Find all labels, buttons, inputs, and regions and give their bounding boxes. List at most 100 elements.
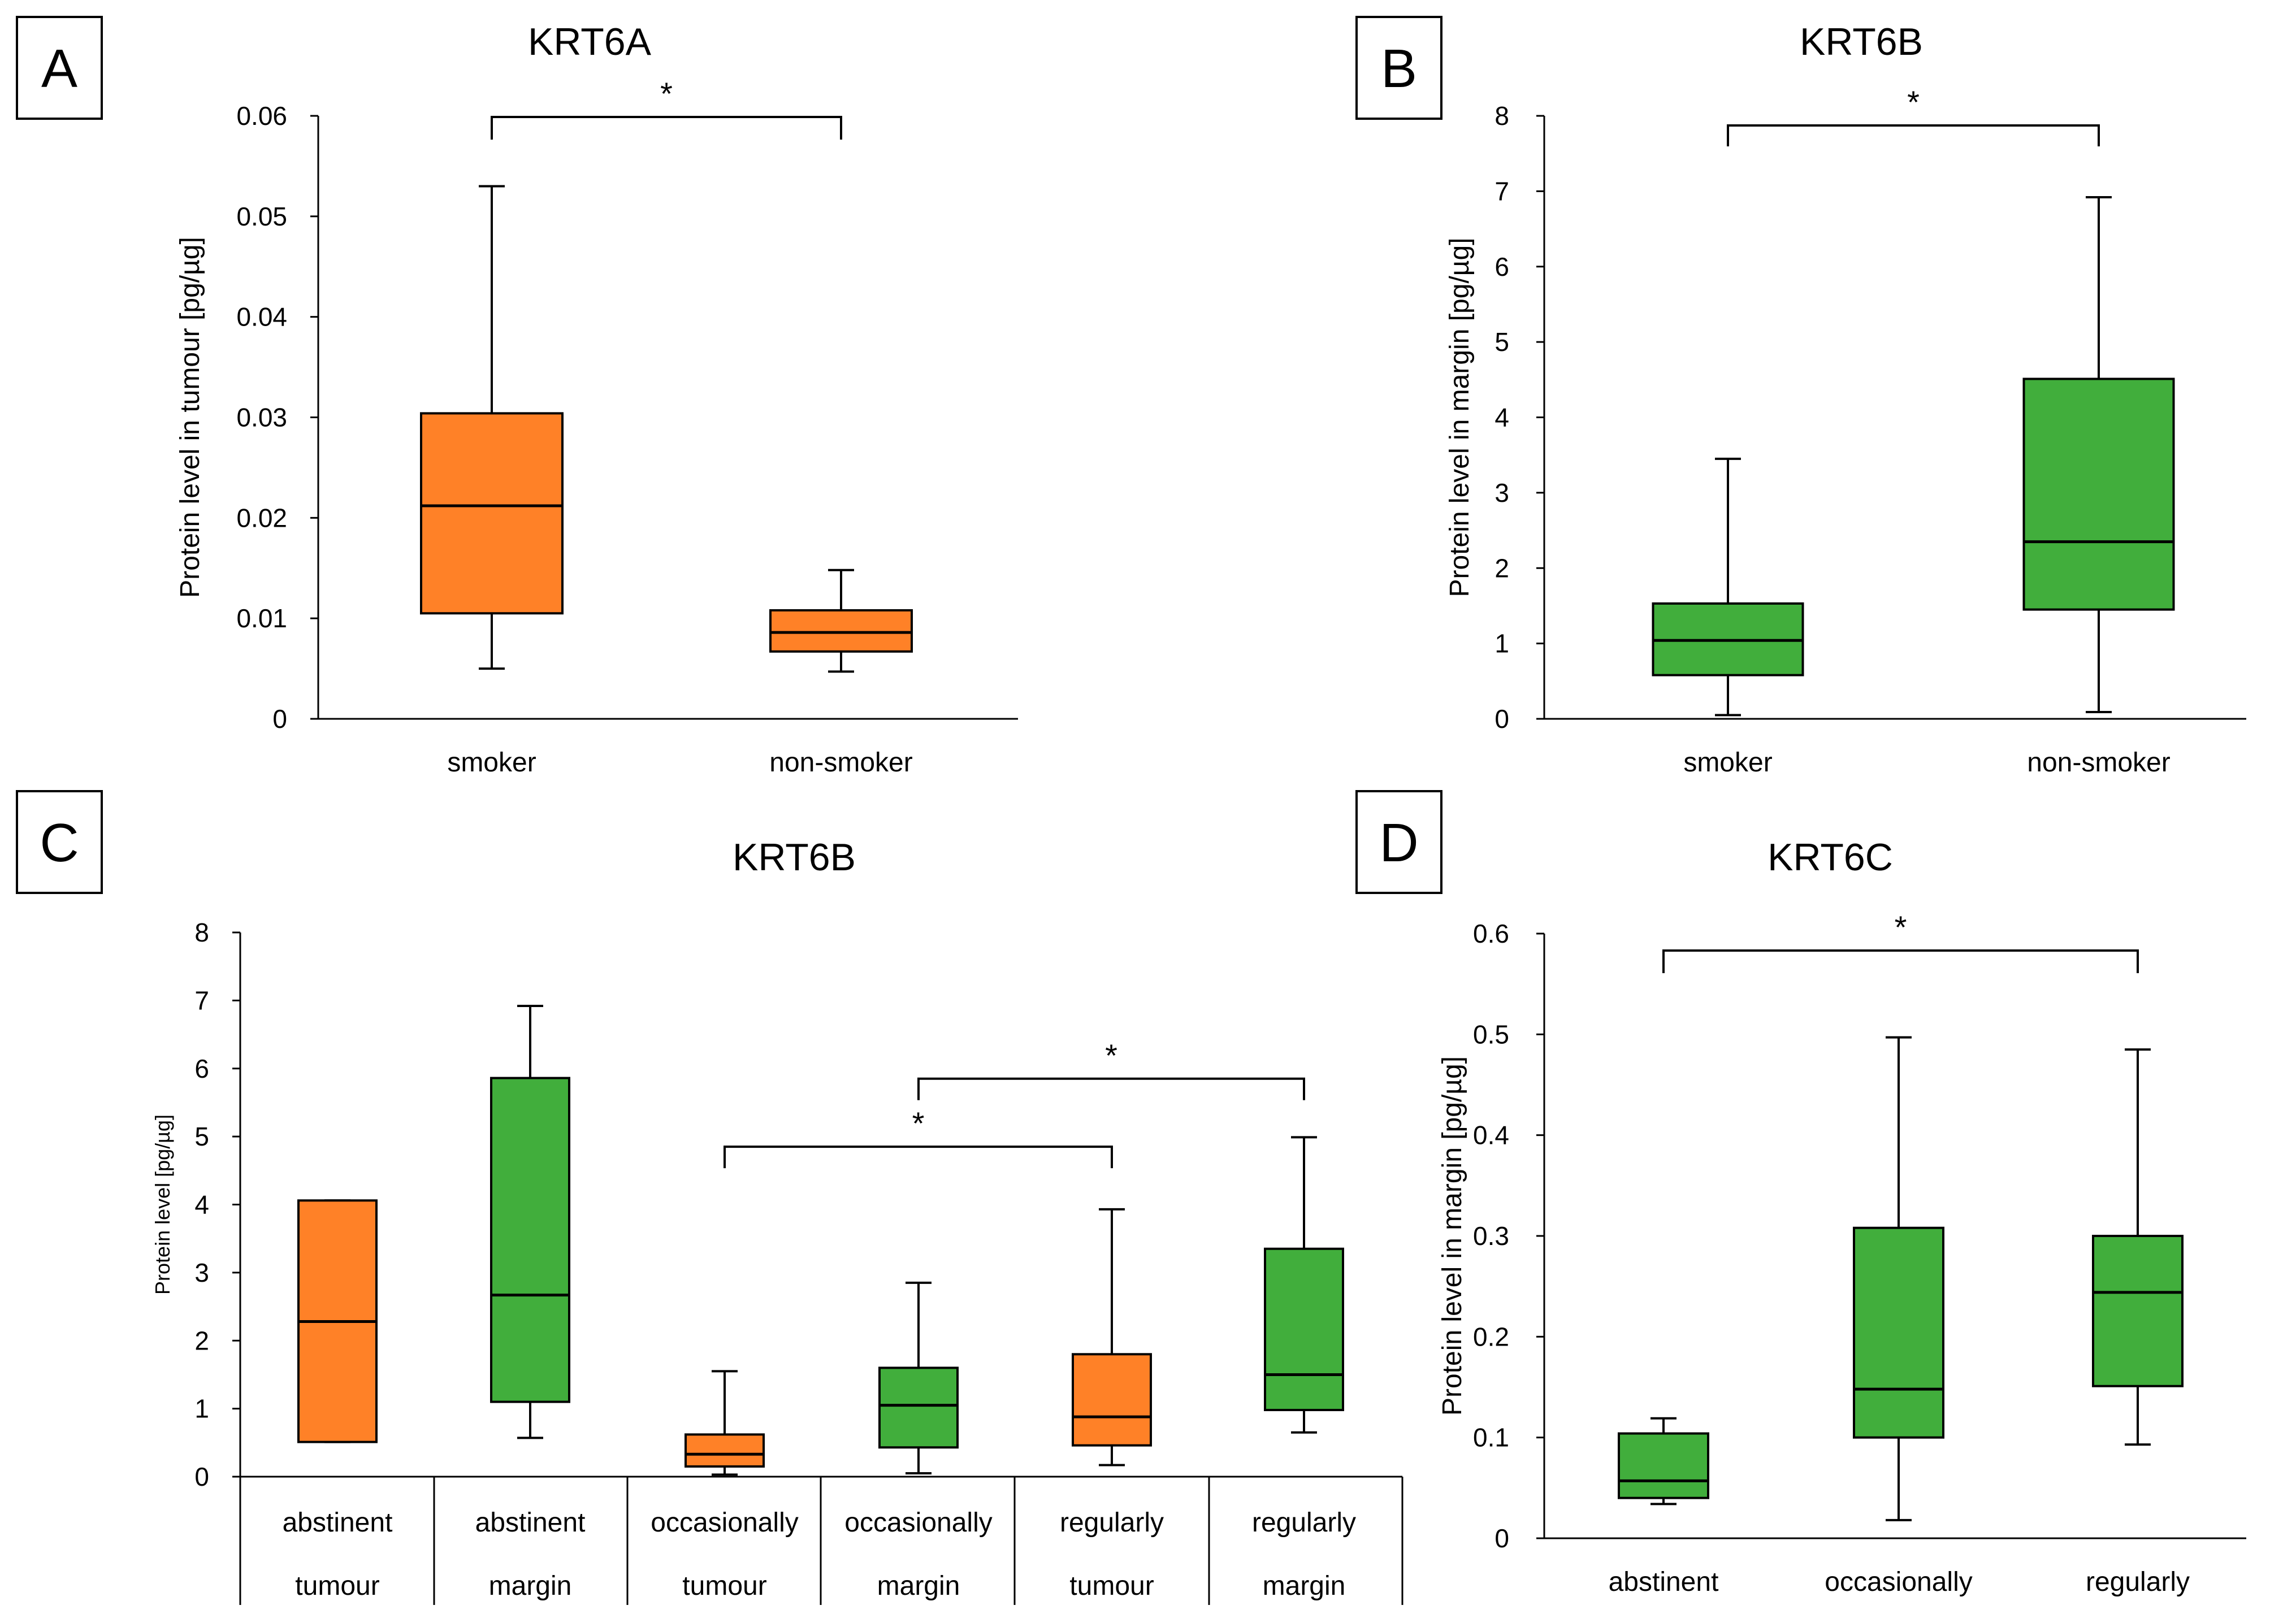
- panel-c-category-label: abstinent: [283, 1508, 393, 1538]
- panel-c-category-label: regularly: [1060, 1508, 1164, 1538]
- panel-d-y-tick-label: 0.2: [1473, 1322, 1509, 1351]
- panel-c-y-axis-label: Protein level [pg/µg]: [151, 1114, 174, 1295]
- panel-b: B KRT6B 0 1 2 3 4 5 6 7 8 Protein level in margin […: [1355, 16, 2246, 778]
- panel-d-letter: D: [1379, 813, 1418, 873]
- panel-d-y-tick-label: 0.1: [1473, 1423, 1509, 1452]
- panel-b-category-label: non-smoker: [2027, 748, 2170, 778]
- iqr-box: [878, 1366, 959, 1449]
- panel-c-category-label: abstinent: [475, 1508, 586, 1538]
- panel-d-letter-box: [1355, 790, 1442, 894]
- panel-b-y-tick-label: 2: [1494, 553, 1509, 583]
- panel-a-significance-star: *: [660, 76, 673, 111]
- panel-d-category-label: regularly: [2086, 1567, 2190, 1597]
- panel-b-significance-star: *: [1907, 84, 1920, 120]
- panel-c-significance-bracket: [917, 1077, 1305, 1100]
- panel-a-y-tick-label: 0: [272, 704, 287, 734]
- panel-c-box-regularly-tumour: [1072, 1208, 1152, 1467]
- panel-c-significance-star: *: [912, 1105, 925, 1141]
- panel-c-significance-bracket: [724, 1146, 1113, 1169]
- panel-a-category-label: smoker: [447, 748, 536, 778]
- panel-d-title: KRT6C: [1768, 836, 1893, 879]
- panel-b-title: KRT6B: [1800, 20, 1923, 63]
- panel-c-box-regularly-margin: [1264, 1136, 1344, 1434]
- panel-c-y-tick-label: 7: [194, 986, 209, 1015]
- panel-a-box-non-smoker: [769, 569, 913, 673]
- panel-a-y-axis-label: Protein level in tumour [pg/µg]: [175, 237, 205, 598]
- panel-d-y-tick-label: 0.3: [1473, 1221, 1509, 1251]
- panel-c-category-label-line2: margin: [1263, 1571, 1346, 1601]
- panel-a-category-label: non-smoker: [769, 748, 912, 778]
- panel-b-y-tick-label: 7: [1494, 176, 1509, 206]
- panel-c-y-tick-label: 8: [194, 918, 209, 947]
- panel-a-y-tick-label: 0.05: [236, 202, 287, 231]
- panel-c-title: KRT6B: [733, 836, 856, 879]
- iqr-box: [420, 412, 564, 615]
- panel-b-y-tick-label: 1: [1494, 629, 1509, 658]
- panel-b-y-tick-label: 4: [1494, 403, 1509, 432]
- iqr-box: [2022, 378, 2175, 611]
- iqr-box: [1853, 1226, 1944, 1439]
- panel-a-y-tick-label: 0.03: [236, 403, 287, 432]
- panel-c-category-label-line2: tumour: [1069, 1571, 1154, 1601]
- panel-d-category-label: abstinent: [1609, 1567, 1719, 1597]
- panel-a-y-tick-label: 0.02: [236, 503, 287, 532]
- panel-b-letter: B: [1381, 38, 1417, 99]
- panel-c-box-occasionally-tumour: [685, 1370, 765, 1476]
- panel-b-y-tick-label: 0: [1494, 704, 1509, 734]
- panel-d-category-label: occasionally: [1825, 1567, 1972, 1597]
- panel-b-letter-box: [1355, 16, 1442, 120]
- panel-b-y-tick-label: 5: [1494, 327, 1509, 357]
- panel-c-y-tick-label: 4: [194, 1190, 209, 1220]
- panel-a-title: KRT6A: [528, 20, 652, 63]
- iqr-box: [2092, 1235, 2184, 1387]
- iqr-box: [769, 609, 913, 653]
- panel-b-category-label: smoker: [1683, 748, 1772, 778]
- panel-c: C KRT6B 0 1 2 3 4 5 6 7 8 Protein level [pg/µg] abst…: [16, 790, 1403, 1605]
- panel-c-y-tick-label: 5: [194, 1122, 209, 1151]
- panel-c-y-tick-label: 6: [194, 1054, 209, 1083]
- panel-b-y-tick-label: 6: [1494, 252, 1509, 281]
- panel-c-y-tick-label: 1: [194, 1394, 209, 1424]
- iqr-box: [1072, 1353, 1152, 1447]
- panel-b-box-smoker: [1652, 457, 1804, 717]
- panel-a: A KRT6A 0 0.01 0.02 0.03 0.04 0.05 0.06 Protein l…: [16, 16, 1018, 778]
- panel-c-box-occasionally-margin: [878, 1281, 959, 1474]
- panel-d-y-tick-label: 0.5: [1473, 1019, 1509, 1049]
- panel-d-box-abstinent: [1618, 1417, 1709, 1505]
- panel-b-box-non-smoker: [2022, 196, 2175, 713]
- panel-c-category-label-line2: margin: [877, 1571, 960, 1601]
- iqr-box: [1618, 1432, 1709, 1499]
- panel-d-y-tick-label: 0: [1494, 1524, 1509, 1553]
- panel-a-significance-bracket: [491, 116, 842, 140]
- panel-a-letter: A: [41, 38, 77, 99]
- panel-a-y-tick-label: 0.04: [236, 302, 287, 332]
- panel-d-significance-star: *: [1895, 909, 1907, 945]
- panel-c-category-label: regularly: [1252, 1508, 1356, 1538]
- panel-d-significance-bracket: [1662, 949, 2139, 973]
- panel-c-box-abstinent-tumour: [297, 1199, 378, 1443]
- panel-c-box-abstinent-margin: [490, 1005, 570, 1439]
- panel-b-y-axis-label: Protein level in margin [pg/µg]: [1445, 238, 1475, 597]
- panel-b-significance-bracket: [1727, 124, 2100, 146]
- panel-d-y-tick-label: 0.6: [1473, 919, 1509, 948]
- panel-b-y-tick-label: 3: [1494, 478, 1509, 507]
- panel-a-y-tick-label: 0.06: [236, 101, 287, 131]
- panel-c-category-label: occasionally: [651, 1508, 798, 1538]
- panel-d-y-axis-label: Protein level in margin [pg/µg]: [1437, 1056, 1467, 1416]
- iqr-box: [490, 1077, 570, 1403]
- panel-c-y-tick-label: 3: [194, 1258, 209, 1287]
- panel-a-letter-box: [16, 16, 103, 120]
- panel-c-category-label-line2: tumour: [295, 1571, 379, 1601]
- panel-c-letter-box: [16, 790, 103, 894]
- iqr-box: [1264, 1247, 1344, 1412]
- panel-c-y-tick-label: 0: [194, 1462, 209, 1491]
- panel-c-letter: C: [40, 813, 79, 873]
- panel-d-box-occasionally: [1853, 1036, 1944, 1521]
- panel-c-category-label-line2: tumour: [682, 1571, 766, 1601]
- panel-d: D KRT6C 0 0.1 0.2 0.3 0.4 0.5 0.6 Protein level i…: [1355, 790, 2246, 1597]
- panel-d-y-tick-label: 0.4: [1473, 1121, 1509, 1150]
- panel-c-category-label-line2: margin: [489, 1571, 572, 1601]
- panel-c-y-tick-label: 2: [194, 1326, 209, 1355]
- panel-d-box-regularly: [2092, 1048, 2184, 1446]
